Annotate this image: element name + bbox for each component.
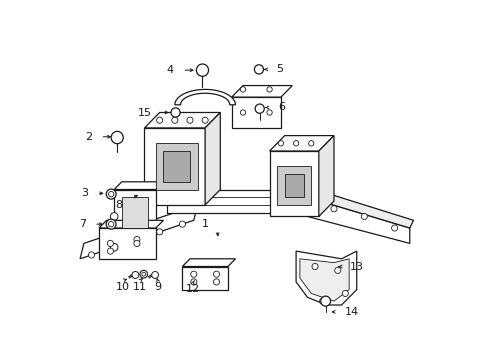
Polygon shape [114, 189, 156, 236]
Polygon shape [163, 151, 189, 182]
Circle shape [202, 117, 208, 123]
Circle shape [142, 272, 145, 276]
Polygon shape [269, 151, 318, 216]
Text: 12: 12 [185, 284, 200, 294]
Polygon shape [299, 259, 348, 301]
Circle shape [107, 248, 113, 254]
Circle shape [320, 296, 330, 306]
Circle shape [293, 141, 298, 146]
Circle shape [308, 141, 313, 146]
Circle shape [108, 192, 114, 197]
Circle shape [213, 271, 219, 277]
Polygon shape [182, 259, 235, 266]
Circle shape [156, 117, 163, 123]
Polygon shape [318, 136, 333, 216]
Circle shape [266, 110, 272, 115]
Polygon shape [231, 97, 280, 128]
Circle shape [240, 110, 245, 115]
Text: 1: 1 [202, 219, 208, 229]
Circle shape [330, 206, 336, 212]
Polygon shape [284, 174, 303, 197]
Polygon shape [277, 166, 311, 205]
Text: 3: 3 [81, 188, 88, 198]
Text: 15: 15 [138, 108, 152, 117]
Circle shape [106, 219, 116, 229]
Circle shape [179, 221, 185, 227]
Polygon shape [175, 89, 235, 105]
Circle shape [334, 267, 340, 274]
Polygon shape [205, 112, 220, 205]
Circle shape [213, 279, 219, 285]
Polygon shape [167, 189, 307, 213]
Text: 2: 2 [85, 132, 92, 142]
Circle shape [278, 141, 283, 146]
Circle shape [140, 270, 147, 278]
Circle shape [134, 240, 140, 247]
Circle shape [132, 271, 139, 278]
Polygon shape [99, 220, 163, 228]
Text: 8: 8 [115, 200, 122, 210]
Circle shape [319, 298, 325, 304]
Circle shape [111, 244, 117, 250]
Text: 14: 14 [344, 307, 358, 317]
Circle shape [391, 225, 397, 231]
Circle shape [107, 240, 113, 247]
Circle shape [110, 243, 118, 251]
Polygon shape [296, 251, 356, 305]
Polygon shape [156, 143, 197, 189]
Polygon shape [182, 266, 227, 289]
Text: 10: 10 [115, 282, 129, 292]
Circle shape [134, 237, 140, 243]
Circle shape [110, 213, 118, 220]
Circle shape [240, 87, 245, 92]
Circle shape [190, 279, 196, 285]
Polygon shape [307, 189, 413, 228]
Polygon shape [231, 86, 292, 97]
Polygon shape [144, 112, 220, 128]
Polygon shape [144, 128, 205, 205]
Circle shape [156, 229, 163, 235]
Circle shape [196, 64, 208, 76]
Circle shape [342, 291, 347, 297]
Text: 6: 6 [277, 103, 285, 112]
Circle shape [255, 104, 264, 113]
Circle shape [186, 117, 193, 123]
Circle shape [151, 271, 158, 278]
Circle shape [171, 108, 180, 117]
Circle shape [254, 65, 263, 74]
Polygon shape [122, 197, 148, 228]
Circle shape [106, 189, 116, 199]
Circle shape [108, 221, 114, 227]
Circle shape [190, 271, 196, 277]
Polygon shape [80, 205, 197, 259]
Circle shape [171, 117, 178, 123]
Circle shape [111, 131, 123, 144]
Text: 7: 7 [79, 219, 85, 229]
Polygon shape [99, 228, 156, 259]
Circle shape [311, 264, 317, 270]
Text: 4: 4 [166, 65, 174, 75]
Polygon shape [269, 136, 333, 151]
Circle shape [361, 213, 366, 220]
Text: 11: 11 [133, 282, 147, 292]
Text: 13: 13 [349, 261, 363, 271]
Polygon shape [307, 197, 409, 243]
Polygon shape [114, 182, 163, 189]
Circle shape [266, 87, 272, 92]
Circle shape [88, 252, 94, 258]
Text: 5: 5 [276, 64, 283, 75]
Text: 9: 9 [154, 282, 161, 292]
